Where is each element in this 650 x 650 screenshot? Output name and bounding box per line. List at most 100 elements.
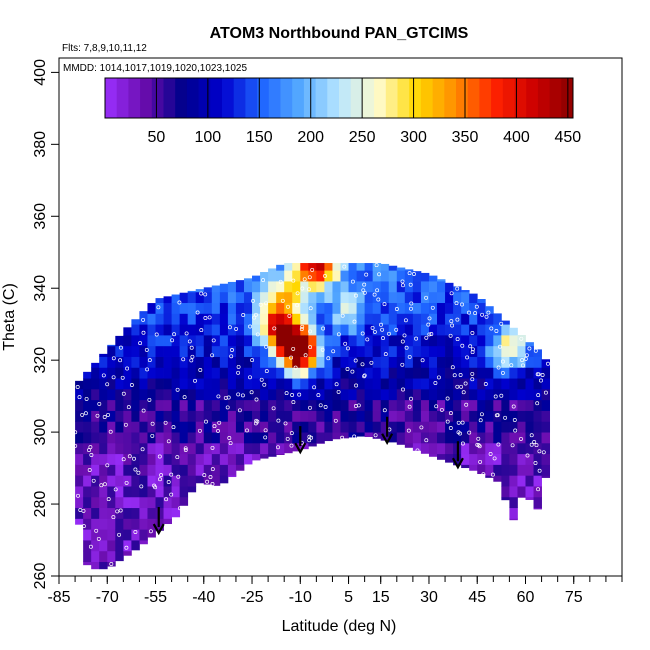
sample-point [141,330,146,335]
heatmap-cell [147,356,156,368]
heatmap-cell [348,399,357,411]
heatmap-cell [171,410,181,422]
colorbar-segment [514,78,527,118]
heatmap-cell [131,378,140,390]
heatmap-cell [227,410,237,422]
heatmap-cell [99,442,108,455]
heatmap-cell [276,421,285,433]
heatmap-cell [461,399,470,411]
heatmap-cell [139,378,148,390]
heatmap-cell [123,356,132,368]
heatmap-cell [99,421,108,433]
sample-point [480,312,485,317]
sample-point [467,310,471,315]
heatmap-cell [91,410,100,422]
sample-point [106,497,111,502]
colorbar-segment [268,78,281,118]
heatmap-cell [388,302,398,314]
heatmap-cell [75,432,84,444]
heatmap-cell [187,453,197,465]
heatmap-cell [235,302,245,314]
heatmap-cell [348,313,357,325]
heatmap-cell [364,324,374,336]
heatmap-cell [243,302,253,314]
sample-point [535,401,540,406]
sample-point [124,480,129,485]
heatmap-cell [308,388,317,401]
sample-point [228,441,233,446]
heatmap-cell [123,464,132,476]
heatmap-cell [445,432,454,444]
sample-point [84,396,89,401]
heatmap-cell [324,388,333,401]
sample-point [372,292,377,297]
sample-point [293,365,298,370]
heatmap-cell [195,421,205,433]
heatmap-cell [485,399,494,411]
sample-point [400,339,405,344]
heatmap-cell [171,302,181,314]
heatmap-cell [469,356,478,368]
heatmap-cell [404,269,414,271]
heatmap-cell [493,388,502,401]
heatmap-cell [324,432,333,442]
heatmap-cell [211,399,221,411]
heatmap-cell [332,410,341,422]
heatmap-cell [219,421,229,433]
heatmap-cell [461,334,470,347]
colorbar-segment [186,78,200,118]
heatmap-cell [75,421,84,433]
heatmap-cell [252,356,261,368]
heatmap-cell [332,421,341,433]
heatmap-cell [115,475,124,487]
heatmap-cell [211,432,221,444]
heatmap-cell [461,345,470,357]
sample-point [483,382,488,386]
heatmap-cell [75,399,84,411]
heatmap-cell [147,453,156,465]
heatmap-cell [316,345,325,357]
heatmap-cell [533,486,542,498]
heatmap-cell [268,313,277,325]
heatmap-cell [348,345,357,357]
heatmap-cell [83,507,92,519]
sample-point [500,370,505,375]
sample-point [118,358,123,363]
heatmap-cell [75,507,84,519]
heatmap-cell [428,313,438,325]
heatmap-cell [179,324,189,336]
heatmap-cell [252,453,261,461]
heatmap-cell [99,432,108,444]
heatmap-cell [316,334,325,347]
heatmap-cell [292,399,301,411]
heatmap-cell [155,464,164,476]
heatmap-cell [195,432,205,444]
heatmap-cell [268,388,277,401]
heatmap-cell [348,378,357,390]
heatmap-cell [123,453,132,465]
heatmap-cell [276,388,285,401]
sample-point [387,331,391,336]
sample-point [80,412,85,417]
heatmap-cell [356,281,366,293]
heatmap-cell [477,324,486,336]
heatmap-cell [445,313,454,325]
heatmap-cell [187,399,197,411]
heatmap-cell [525,442,534,455]
heatmap-cell [131,319,140,325]
heatmap-cell [276,345,285,357]
sample-point [87,448,91,453]
sample-point [278,279,283,284]
sample-point [456,420,461,425]
heatmap-cell [99,399,108,411]
sample-point [150,433,155,438]
heatmap-cell [243,324,253,336]
heatmap-cell [260,410,269,422]
heatmap-cell [99,353,108,357]
sample-point [117,532,122,537]
heatmap-cell [380,432,390,441]
sample-point [496,442,501,447]
heatmap-cell [428,302,438,314]
heatmap-cell [171,334,181,347]
sample-point [401,387,405,392]
